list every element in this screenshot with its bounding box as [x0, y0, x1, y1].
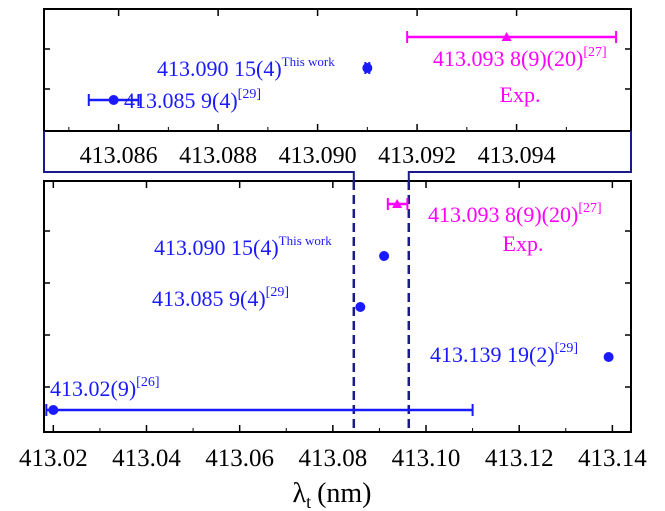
- zoom-connector-right: [407, 131, 632, 181]
- inset-label-thiswork-text: 413.090 15(4): [157, 56, 282, 81]
- inset-point-2: [406, 31, 618, 43]
- main-label-thiswork: 413.090 15(4)This work: [154, 233, 332, 260]
- inset-xtick-label: 413.088: [179, 143, 257, 169]
- main-xtick-label: 413.06: [205, 445, 274, 472]
- inset-xtick-label: 413.094: [478, 143, 556, 169]
- inset-point-1: [362, 62, 373, 74]
- main-xtick-label: 413.10: [392, 445, 461, 472]
- main-point-0: [45, 404, 474, 416]
- main-label-thiswork-text: 413.090 15(4): [154, 235, 279, 260]
- main-label-exp-text: 413.093 8(9)(20): [428, 202, 578, 227]
- main-label-ref29b-sup: [29]: [555, 341, 578, 356]
- main-xtick-label: 413.14: [578, 445, 647, 472]
- zoom-connector-left: [43, 131, 355, 181]
- main-point-2: [379, 251, 390, 261]
- main-label-ref29: 413.085 9(4)[29]: [152, 285, 289, 311]
- main-label-exp-sup: [27]: [578, 201, 601, 216]
- main-label-exp-note: Exp.: [503, 231, 544, 256]
- inset-point-0: [87, 94, 140, 106]
- inset-label-thiswork: 413.090 15(4)This work: [157, 54, 335, 81]
- main-panel: 413.02 413.04 413.06 413.08 413.10 413.12 413.…: [19, 131, 647, 511]
- inset-label-exp-text: 413.093 8(9)(20): [433, 46, 583, 71]
- main-label-ref29-sup: [29]: [266, 285, 289, 300]
- inset-label-ref29: 413.085 9(4)[29]: [124, 87, 261, 113]
- inset-xtick-label: 413.090: [279, 143, 357, 169]
- main-label-ref26-text: 413.02(9): [50, 376, 136, 401]
- main-frame: [43, 180, 632, 433]
- inset-point-0-point: [108, 95, 119, 105]
- main-label-exp: 413.093 8(9)(20)[27]: [428, 201, 602, 227]
- inset-label-exp: 413.093 8(9)(20)[27]: [433, 45, 607, 71]
- inset-label-exp-sup: [27]: [583, 45, 606, 60]
- inset-point-1-point: [362, 63, 373, 73]
- main-point-4: [603, 352, 614, 362]
- main-point-0-point: [48, 405, 59, 415]
- main-point-4-point: [603, 352, 614, 362]
- main-label-ref26-sup: [26]: [136, 375, 159, 390]
- x-axis-subscript: t: [306, 492, 311, 511]
- x-axis-symbol: λ: [292, 478, 306, 509]
- main-label-ref26: 413.02(9)[26]: [50, 375, 159, 401]
- main-label-ref29b-text: 413.139 19(2): [430, 342, 555, 367]
- inset-label-exp-note: Exp.: [500, 82, 541, 107]
- inset-panel: 413.086 413.088 413.090 413.092 413.094 413.0…: [43, 8, 632, 169]
- inset-label-ref29-sup: [29]: [238, 87, 261, 102]
- main-xtick-label: 413.02: [19, 445, 88, 472]
- x-axis-title: λt (nm): [292, 478, 371, 511]
- inset-frame: [43, 8, 632, 132]
- main-xtick-label: 413.12: [485, 445, 554, 472]
- main-label-thiswork-sup: This work: [279, 233, 333, 248]
- inset-xtick-label: 413.086: [80, 143, 158, 169]
- main-point-3-point: [392, 199, 403, 208]
- inset-xtick-label: 413.092: [378, 143, 456, 169]
- main-xtick-label: 413.04: [112, 445, 181, 472]
- x-axis-unit: (nm): [317, 478, 371, 509]
- main-point-1: [355, 302, 366, 312]
- inset-point-2-point: [501, 32, 512, 41]
- main-xtick-label: 413.08: [298, 445, 367, 472]
- inset-label-thiswork-sup: This work: [282, 54, 336, 69]
- main-point-3: [386, 198, 409, 210]
- inset-label-ref29-text: 413.085 9(4): [124, 88, 238, 113]
- main-label-ref29b: 413.139 19(2)[29]: [430, 341, 578, 367]
- main-point-1-point: [355, 302, 366, 312]
- main-point-2-point: [379, 251, 390, 261]
- main-label-ref29-text: 413.085 9(4): [152, 286, 266, 311]
